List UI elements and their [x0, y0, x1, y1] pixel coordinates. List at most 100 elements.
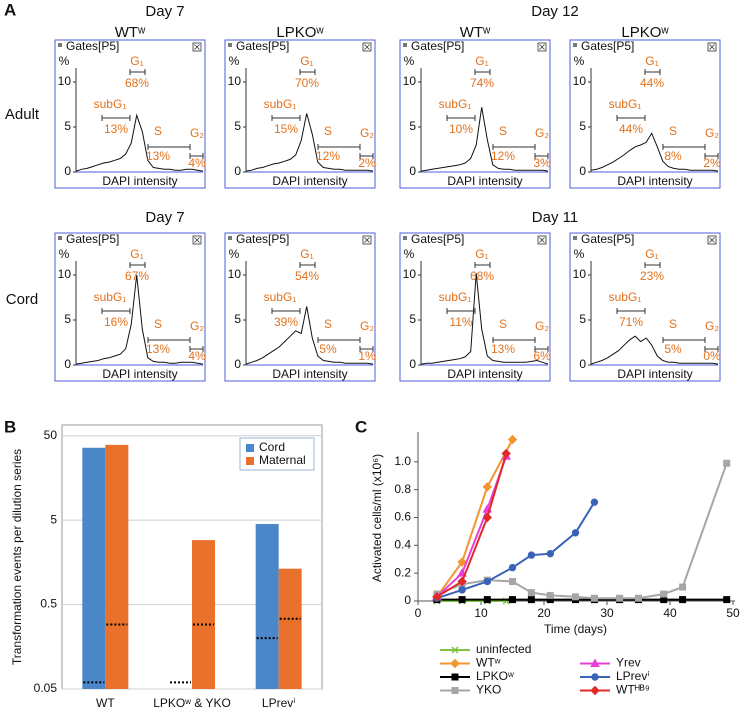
x-axis-label: DAPI intensity — [447, 174, 522, 188]
y-axis-label: % — [404, 54, 415, 68]
series-line — [436, 453, 508, 598]
marker — [679, 583, 687, 591]
plot-frame — [54, 39, 206, 189]
gate-label: G₂ — [190, 126, 204, 140]
y-axis-label: % — [59, 54, 70, 68]
gate-value: 67% — [125, 269, 149, 283]
column-header: LPKOʷ — [621, 24, 669, 41]
gate-bracket — [189, 153, 204, 159]
legend-marker — [450, 658, 460, 669]
y-tick-label: 0 — [409, 357, 416, 371]
marker — [723, 459, 731, 467]
gate-label: G₂ — [535, 319, 549, 333]
gate-name: Gates[P5] — [581, 232, 634, 246]
y-tick-label: 10 — [58, 74, 72, 88]
histogram-trace — [420, 107, 549, 172]
close-icon — [194, 237, 200, 243]
x-axis-label: DAPI intensity — [272, 174, 347, 188]
marker — [616, 594, 624, 602]
legend-label: uninfected — [476, 642, 531, 656]
marker — [508, 563, 517, 572]
x-axis-label: DAPI intensity — [447, 367, 522, 381]
gate-label: G₁ — [300, 54, 313, 68]
day-header: Day 11 — [532, 209, 578, 226]
legend-label: Yrev — [616, 656, 641, 670]
gate-value: 13% — [146, 342, 170, 356]
gate-label: G₁ — [475, 54, 488, 68]
histogram-trace — [590, 335, 719, 365]
x-axis-label: DAPI intensity — [102, 367, 177, 381]
gate-bracket — [317, 337, 361, 343]
gate-label: subG₁ — [94, 97, 127, 111]
marker — [457, 557, 467, 567]
legend-label: LPKOʷ — [476, 669, 514, 683]
plot-frame — [569, 232, 721, 382]
y-axis-label: % — [59, 247, 70, 261]
gate-bracket — [492, 144, 536, 150]
gate-value: 13% — [491, 342, 515, 356]
gate-bracket — [101, 308, 131, 314]
gate-label: G₁ — [130, 54, 143, 68]
gate-label: subG₁ — [94, 290, 127, 304]
y-tick-label: 0.6 — [394, 510, 411, 524]
bar — [278, 568, 302, 689]
gate-bracket — [474, 262, 491, 268]
frame-icon — [573, 43, 577, 47]
panel-label: A — [4, 0, 16, 19]
x-tick-label: 0 — [415, 606, 422, 620]
close-icon — [362, 42, 372, 52]
gate-label: S — [324, 124, 332, 138]
close-icon — [709, 44, 715, 50]
gate-label: G₂ — [190, 319, 204, 333]
legend-label: YKO — [476, 683, 501, 697]
gate-value: 11% — [449, 315, 472, 329]
close-icon — [707, 235, 717, 245]
gate-label: G₁ — [475, 247, 488, 261]
legend-label: Cord — [259, 440, 285, 454]
y-tick-label: 10 — [573, 267, 587, 281]
gate-value: 44% — [640, 76, 664, 90]
y-tick-label: 5 — [64, 119, 71, 133]
gate-bracket — [189, 346, 204, 352]
marker — [546, 591, 554, 599]
gate-value: 13% — [146, 149, 170, 163]
x-tick-label: 40 — [663, 606, 677, 620]
y-tick-label: 5 — [50, 512, 57, 526]
y-tick-label: 1.0 — [394, 454, 411, 468]
gate-bracket — [662, 144, 706, 150]
y-tick-label: 0.8 — [394, 482, 411, 496]
gate-bracket — [299, 69, 316, 75]
plot-frame — [399, 39, 551, 189]
gate-value: 2% — [358, 156, 376, 170]
y-tick-label: 5 — [234, 119, 241, 133]
y-tick-label: 0 — [234, 164, 241, 178]
x-tick-label: 20 — [537, 606, 551, 620]
gate-value: 4% — [188, 349, 206, 363]
plot-frame — [54, 232, 206, 382]
marker — [501, 448, 511, 459]
gate-value: 16% — [104, 315, 128, 329]
marker — [482, 512, 493, 523]
x-axis-label: DAPI intensity — [102, 174, 177, 188]
marker — [457, 576, 467, 587]
y-tick-label: 0.4 — [394, 538, 411, 552]
close-icon — [192, 235, 202, 245]
row-header: Cord — [6, 291, 39, 308]
x-axis-label: DAPI intensity — [617, 174, 692, 188]
x-axis-label: DAPI intensity — [617, 367, 692, 381]
legend-marker — [451, 687, 459, 694]
series-line — [436, 501, 596, 600]
marker — [527, 551, 536, 559]
row-header: Adult — [5, 106, 40, 123]
marker — [679, 596, 687, 604]
gate-value: 68% — [125, 76, 149, 90]
gate-label: subG₁ — [609, 290, 642, 304]
gate-value: 5% — [319, 342, 337, 356]
y-axis-label: Activated cells/ml (x10⁶) — [370, 454, 384, 582]
gate-bracket — [359, 346, 374, 352]
gate-label: S — [499, 317, 507, 331]
x-tick-label: 30 — [600, 606, 614, 620]
gate-value: 3% — [533, 156, 551, 170]
x-tick-label: LPrevⁱ — [262, 696, 296, 710]
gate-bracket — [359, 153, 374, 159]
